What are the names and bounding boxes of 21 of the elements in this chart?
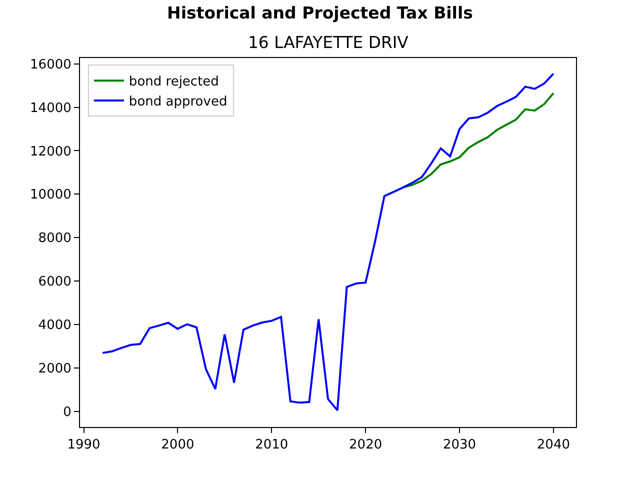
legend-label: bond rejected <box>128 74 219 90</box>
y-tick-label: 8000 <box>38 231 72 246</box>
y-tick-label: 10000 <box>30 188 72 203</box>
y-tick-label: 12000 <box>30 144 72 160</box>
x-tick-label: 2040 <box>536 438 570 453</box>
line-series <box>402 92 554 188</box>
x-tick-label: 2010 <box>255 438 288 453</box>
y-tick-label: 16000 <box>30 57 72 72</box>
line-series <box>102 72 554 412</box>
legend-label: bond approved <box>128 94 228 110</box>
x-tick-label: 2020 <box>349 438 382 453</box>
x-tick-label: 2000 <box>161 438 194 453</box>
y-tick-label: 2000 <box>38 361 72 376</box>
chart-title: Historical and Projected Tax Bills <box>167 4 474 23</box>
x-tick-label: 1990 <box>67 438 100 453</box>
y-tick-label: 6000 <box>38 274 72 290</box>
chart-subtitle: 16 LAFAYETTE DRIV <box>248 33 410 52</box>
y-tick-label: 14000 <box>30 100 72 116</box>
y-tick-label: 0 <box>63 404 72 420</box>
y-tick-label: 4000 <box>38 318 72 334</box>
x-tick-label: 2030 <box>442 438 476 453</box>
